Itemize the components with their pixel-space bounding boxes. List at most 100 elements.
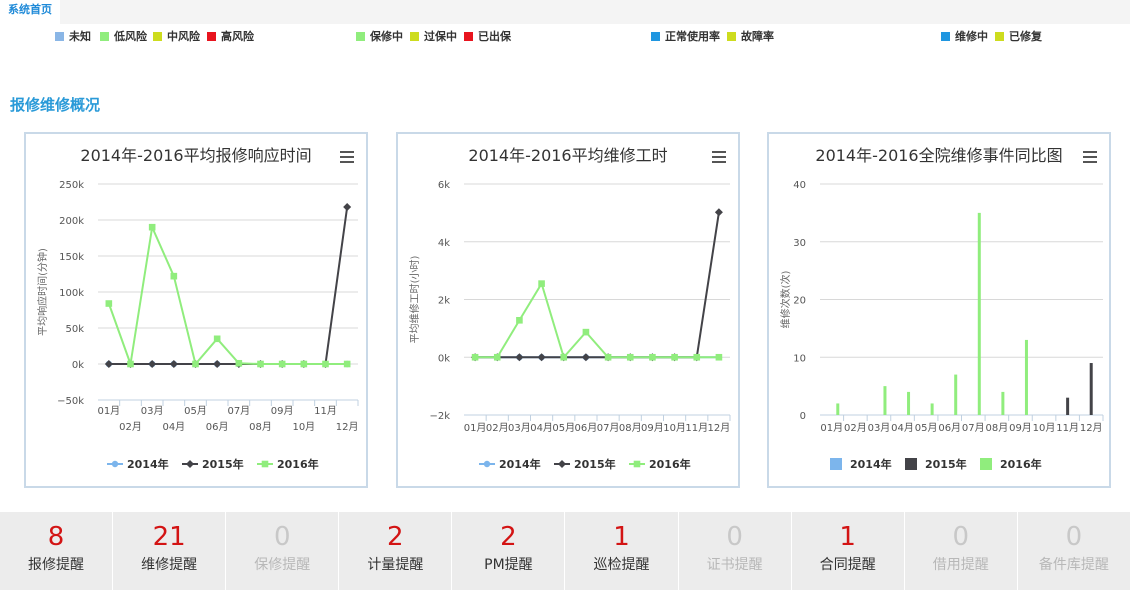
- x-tick-label: 04月: [162, 421, 185, 433]
- data-point: [649, 353, 656, 361]
- reminder-label: 保修提醒: [254, 557, 311, 573]
- data-point: [322, 360, 329, 368]
- legend-item: 2014年: [107, 457, 169, 471]
- bar: [907, 391, 911, 415]
- reminder-count: 0: [1065, 522, 1083, 552]
- reminder-count: 1: [839, 522, 856, 552]
- reminder-borrowing[interactable]: 0 借用提醒: [905, 512, 1018, 590]
- x-tick-label: 02月: [844, 422, 867, 434]
- x-tick-label: 08月: [986, 422, 1009, 434]
- reminder-count: 2: [387, 522, 404, 552]
- legend-label: 2015年: [202, 457, 244, 471]
- reminder-pm[interactable]: 2 PM提醒: [452, 512, 566, 590]
- x-tick-label: 01月: [820, 422, 843, 434]
- y-tick-label: 6k: [438, 180, 450, 191]
- legend-normal-usage-rate: 正常使用率: [651, 28, 720, 44]
- legend-marker: [111, 460, 119, 468]
- legend-failure-rate: 故障率: [727, 28, 774, 44]
- legend-high-risk: 高风险: [207, 28, 254, 44]
- x-tick-label: 05月: [552, 422, 575, 434]
- x-tick-label: 06月: [206, 421, 229, 433]
- legend-item: 2016年: [257, 457, 319, 471]
- data-point: [343, 203, 352, 212]
- reminder-label: 维修提醒: [141, 557, 198, 573]
- legend-item: 2015年: [905, 457, 967, 471]
- data-point: [235, 359, 243, 367]
- legend-swatch: [651, 31, 660, 41]
- data-point: [170, 272, 178, 280]
- chart-menu-icon[interactable]: [1083, 151, 1097, 163]
- bar: [883, 386, 887, 415]
- legend-swatch: [153, 31, 162, 41]
- reminder-count: 2: [500, 522, 517, 552]
- legend-in-warranty: 保修中: [356, 28, 403, 44]
- legend-label: 已修复: [1009, 30, 1042, 43]
- legend-label: 2016年: [277, 457, 319, 471]
- x-tick-label: 04月: [530, 422, 553, 434]
- data-point: [538, 280, 545, 287]
- tab-home[interactable]: 系统首页: [0, 0, 60, 24]
- reminder-inspection[interactable]: 1 巡检提醒: [565, 512, 679, 590]
- y-tick-label: 0: [800, 411, 806, 422]
- reminder-label: PM提醒: [484, 557, 533, 573]
- reminder-metrology[interactable]: 2 计量提醒: [339, 512, 453, 590]
- data-point: [581, 353, 590, 362]
- reminder-certificate[interactable]: 0 证书提醒: [679, 512, 792, 590]
- data-point: [626, 353, 634, 361]
- bar: [1024, 339, 1028, 415]
- y-tick-label: 250k: [59, 180, 84, 191]
- legend-swatch: [55, 31, 64, 41]
- x-tick-label: 03月: [141, 405, 164, 417]
- bar: [977, 212, 981, 415]
- x-tick-label: 12月: [336, 421, 359, 433]
- legend-label: 已出保: [478, 30, 511, 43]
- reminder-warranty[interactable]: 0 保修提醒: [226, 512, 340, 590]
- legend-item: 2015年: [554, 457, 616, 471]
- data-point: [537, 353, 546, 362]
- legend-swatch: [464, 31, 473, 41]
- x-tick-label: 11月: [685, 422, 708, 434]
- data-point: [257, 360, 264, 368]
- legend-label: 保修中: [370, 30, 403, 43]
- reminder-spare-parts[interactable]: 0 备件库提醒: [1018, 512, 1130, 590]
- chart-panel-repair-hours: 2014年-2016平均维修工时 −2k 0k 2k 4k 6k 平均维修工时(小时) 01月…: [396, 132, 740, 488]
- x-tick-label: 07月: [962, 422, 985, 434]
- legend-label: 故障率: [741, 30, 774, 43]
- reminder-label: 借用提醒: [932, 557, 989, 573]
- reminder-count: 21: [152, 522, 186, 552]
- data-point: [148, 223, 156, 231]
- legend-label: 正常使用率: [665, 30, 720, 43]
- legend-label: 2014年: [499, 457, 541, 471]
- y-tick-label: 50k: [65, 324, 84, 335]
- legend-label: 中风险: [167, 30, 200, 43]
- reminder-repair-request[interactable]: 8 报修提醒: [0, 512, 114, 590]
- x-tick-label: 05月: [915, 422, 938, 434]
- legend-label: 维修中: [955, 30, 988, 43]
- x-tick-label: 07月: [597, 422, 620, 434]
- x-tick-label: 03月: [508, 422, 531, 434]
- data-point: [471, 353, 479, 361]
- y-tick-label: 0k: [438, 353, 450, 364]
- legend-item: 2014年: [830, 457, 892, 471]
- legend-marker: [261, 460, 269, 468]
- reminder-contract[interactable]: 1 合同提醒: [792, 512, 905, 590]
- legend-swatch: [207, 31, 216, 41]
- data-point: [604, 353, 612, 361]
- repair-hours-chart: 2014年-2016平均维修工时 −2k 0k 2k 4k 6k 平均维修工时(小时) 01月…: [408, 146, 731, 471]
- legend-under-repair: 维修中: [941, 28, 988, 44]
- status-legend-row: 未知 低风险 中风险 高风险 保修中 过保中 已出保 正常使用率 故障率 维修中…: [0, 28, 1130, 44]
- legend-marker: [186, 460, 194, 468]
- legend-item: 2016年: [980, 457, 1042, 471]
- reminder-maintenance[interactable]: 21 维修提醒: [113, 512, 227, 590]
- chart-menu-icon[interactable]: [340, 151, 354, 163]
- legend-label: 2014年: [127, 457, 169, 471]
- chart-menu-icon[interactable]: [712, 151, 726, 163]
- data-point: [148, 360, 157, 368]
- legend-marker: [633, 460, 641, 468]
- legend-swatch: [995, 31, 1004, 41]
- series-2016年: [471, 280, 723, 361]
- legend-label: 未知: [69, 30, 91, 43]
- legend-marker: [558, 460, 566, 468]
- y-tick-label: 100k: [59, 288, 84, 299]
- y-tick-label: 40: [793, 180, 806, 191]
